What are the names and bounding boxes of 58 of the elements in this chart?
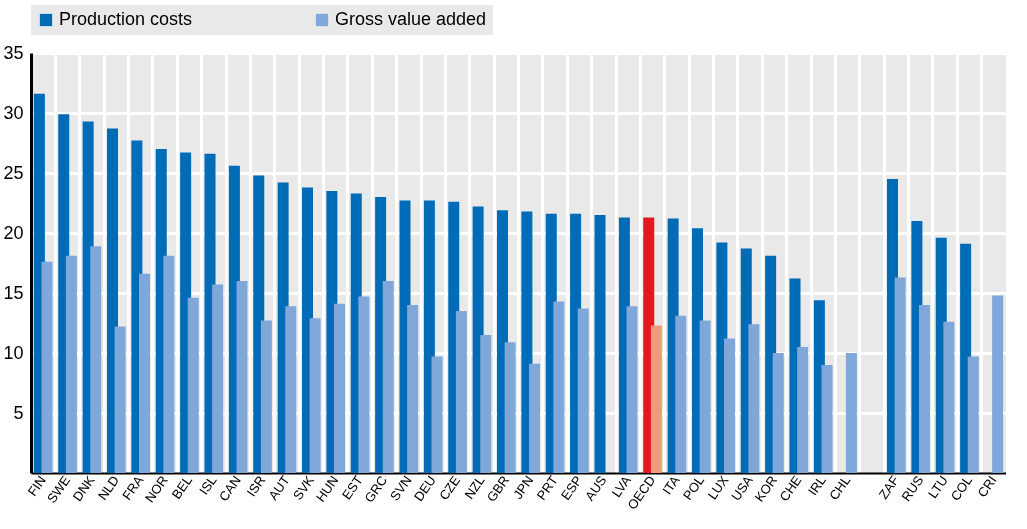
bar xyxy=(139,273,150,473)
legend-label: Gross value added xyxy=(335,9,487,29)
bar xyxy=(212,284,224,473)
bar xyxy=(65,255,77,473)
bar xyxy=(650,325,662,473)
x-tick-label: NZL xyxy=(461,472,488,502)
bar xyxy=(553,301,565,473)
bar xyxy=(845,353,857,473)
bar xyxy=(943,321,955,473)
x-tick-label: ISR xyxy=(243,472,269,500)
bar xyxy=(748,324,760,473)
bar xyxy=(236,281,248,473)
bar xyxy=(821,365,833,473)
bar xyxy=(431,356,443,473)
bar xyxy=(187,297,199,473)
bar xyxy=(772,353,784,473)
bar xyxy=(358,296,370,473)
bar xyxy=(529,363,540,473)
bar xyxy=(626,306,638,473)
bar xyxy=(334,303,345,473)
bar xyxy=(90,246,102,473)
y-tick-label: 30 xyxy=(3,102,24,123)
bar xyxy=(919,305,930,473)
y-tick-label: 5 xyxy=(13,402,24,423)
x-tick-label: USA xyxy=(728,472,756,504)
y-tick-label: 35 xyxy=(3,42,24,63)
y-tick-label: 15 xyxy=(3,282,24,303)
x-tick-label: BEL xyxy=(168,472,196,502)
bar xyxy=(967,356,979,473)
y-tick-label: 20 xyxy=(3,222,24,243)
bar xyxy=(407,305,419,473)
bar xyxy=(285,306,297,473)
x-tick-label: FIN xyxy=(24,472,49,499)
bar xyxy=(992,295,1004,473)
bar xyxy=(114,326,126,473)
bar xyxy=(163,255,175,473)
x-tick-label: COL xyxy=(947,472,976,504)
bar xyxy=(594,215,606,473)
x-tick-label: IRL xyxy=(805,472,829,499)
bar xyxy=(41,261,53,473)
bar xyxy=(504,342,516,473)
bar xyxy=(699,320,711,473)
bar xyxy=(894,277,906,473)
x-tick-label: CRI xyxy=(974,472,1000,500)
x-tick-label: ISL xyxy=(196,472,220,498)
x-tick-label: CHL xyxy=(826,472,854,503)
bar xyxy=(309,318,321,473)
bar xyxy=(382,281,394,473)
y-tick-label: 10 xyxy=(3,342,24,363)
bar xyxy=(797,347,809,473)
bar xyxy=(260,320,272,473)
bar xyxy=(455,311,467,473)
bar xyxy=(577,308,589,473)
bar xyxy=(480,335,492,473)
bar xyxy=(724,338,735,473)
y-tick-label: 25 xyxy=(3,162,24,183)
bar xyxy=(675,315,687,473)
legend-label: Production costs xyxy=(59,9,193,29)
